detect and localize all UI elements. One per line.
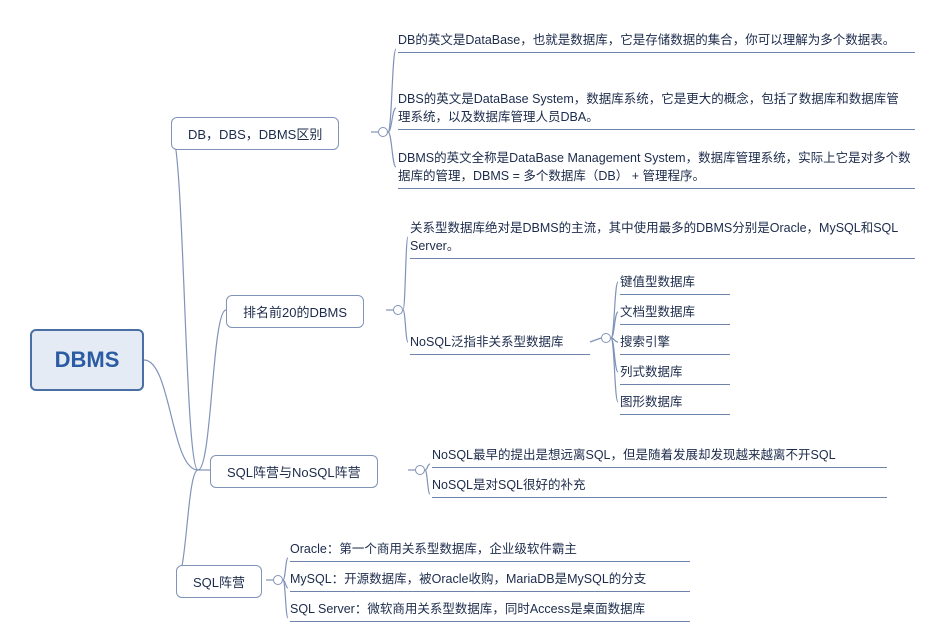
branch-b1[interactable]: DB，DBS，DBMS区别 [171, 117, 339, 150]
leaf-b4-0: Oracle：第一个商用关系型数据库，企业级软件霸主 [290, 540, 690, 562]
leaf-b2-1-1: 文档型数据库 [620, 303, 730, 325]
leaf-b1-2: DBMS的英文全称是DataBase Management System，数据库… [398, 149, 915, 189]
branch-b4[interactable]: SQL阵营 [176, 565, 262, 598]
branch-b2[interactable]: 排名前20的DBMS [226, 295, 364, 328]
leaf-b4-2: SQL Server：微软商用关系型数据库，同时Access是桌面数据库 [290, 600, 690, 622]
leaf-b1-1: DBS的英文是DataBase System，数据库系统，它是更大的概念，包括了… [398, 90, 915, 130]
leaf-b3-0: NoSQL最早的提出是想远离SQL，但是随着发展却发现越来越离不开SQL [432, 446, 887, 468]
leaf-b4-1: MySQL：开源数据库，被Oracle收购，MariaDB是MySQL的分支 [290, 570, 690, 592]
leaf-b2-1-2: 搜索引擎 [620, 333, 730, 355]
leaf-b2-1-0: 键值型数据库 [620, 273, 730, 295]
leaf-b2-1-4: 图形数据库 [620, 393, 730, 415]
joint-b2-1 [601, 333, 611, 343]
leaf-b2-1: NoSQL泛指非关系型数据库 [410, 333, 590, 355]
leaf-b1-0: DB的英文是DataBase，也就是数据库，它是存储数据的集合，你可以理解为多个… [398, 31, 915, 53]
leaf-b2-0: 关系型数据库绝对是DBMS的主流，其中使用最多的DBMS分别是Oracle，My… [410, 219, 915, 259]
root-node[interactable]: DBMS [30, 329, 144, 391]
leaf-b2-1-3: 列式数据库 [620, 363, 730, 385]
joint-b1 [378, 127, 388, 137]
leaf-b3-1: NoSQL是对SQL很好的补充 [432, 476, 887, 498]
branch-b3[interactable]: SQL阵营与NoSQL阵营 [210, 455, 378, 488]
joint-b3 [415, 465, 425, 475]
joint-b2 [393, 305, 403, 315]
joint-b4 [273, 575, 283, 585]
root-label: DBMS [55, 347, 120, 373]
